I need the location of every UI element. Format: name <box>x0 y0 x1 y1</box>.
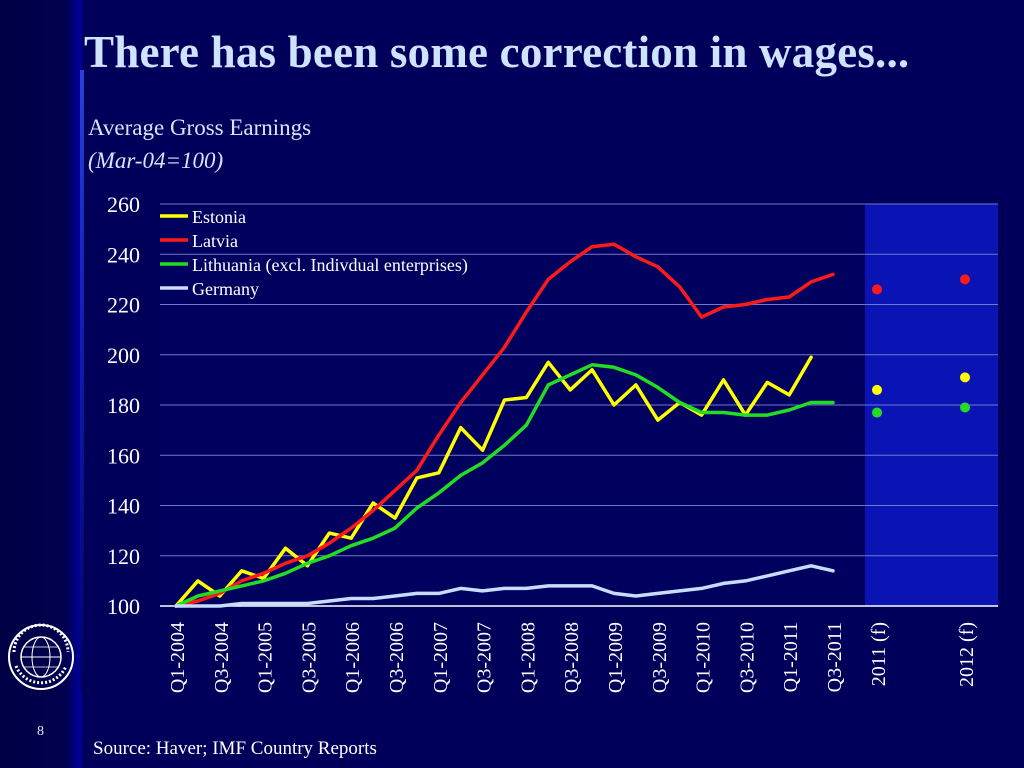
forecast-point <box>960 274 970 285</box>
x-tick-label: Q3-2010 <box>736 622 758 693</box>
y-tick-label: 200 <box>107 343 140 368</box>
y-tick-label: 160 <box>107 443 140 468</box>
x-tick-label: Q1-2004 <box>167 622 189 693</box>
y-tick-label: 100 <box>107 594 140 619</box>
x-tick-label: Q1-2010 <box>693 622 715 693</box>
legend-label: Lithuania (excl. Indivdual enterprises) <box>192 255 468 276</box>
y-tick-label: 220 <box>107 293 140 318</box>
slide-title: There has been some correction in wages.… <box>84 27 910 77</box>
imf-seal-icon <box>8 623 74 690</box>
y-tick-label: 240 <box>107 242 140 267</box>
series-line-3 <box>174 564 835 608</box>
x-tick-label: Q3-2011 <box>824 622 846 692</box>
series-line-2 <box>174 363 835 608</box>
x-tick-label: Q1-2008 <box>517 622 539 693</box>
x-tick-label: 2012 (f) <box>956 622 978 687</box>
y-tick-label: 140 <box>107 494 140 519</box>
forecast-point <box>960 402 970 413</box>
series-line-0 <box>174 355 813 608</box>
forecast-point <box>960 372 970 383</box>
x-tick-label: Q3-2008 <box>561 622 583 693</box>
forecast-point <box>872 384 882 395</box>
x-tick-label: Q3-2004 <box>211 622 233 693</box>
x-tick-label: Q1-2005 <box>255 622 277 693</box>
y-tick-label: 120 <box>107 544 140 569</box>
page-number: 8 <box>37 724 44 739</box>
legend-label: Estonia <box>192 207 246 227</box>
legend-label: Latvia <box>192 231 238 251</box>
x-tick-label: Q1-2006 <box>342 622 364 693</box>
x-tick-label: Q3-2009 <box>649 622 671 693</box>
x-tick-label: Q3-2007 <box>474 622 496 693</box>
source-note: Source: Haver; IMF Country Reports <box>93 738 377 759</box>
x-tick-label: Q1-2007 <box>430 622 452 693</box>
left-edge-glow <box>80 70 84 690</box>
y-tick-label: 260 <box>107 192 140 217</box>
forecast-point <box>872 407 882 418</box>
x-tick-label: Q1-2009 <box>605 622 627 693</box>
forecast-point <box>872 284 882 295</box>
series-line-1 <box>174 242 835 608</box>
x-tick-label: Q3-2006 <box>386 622 408 693</box>
x-tick-label: Q1-2011 <box>780 622 802 692</box>
y-tick-label: 180 <box>107 393 140 418</box>
chart-subtitle: Average Gross Earnings <box>88 115 312 140</box>
x-tick-label: 2011 (f) <box>868 622 890 686</box>
x-tick-label: Q3-2005 <box>298 622 320 693</box>
legend-label: Germany <box>192 279 259 299</box>
chart-subtitle-note: (Mar-04=100) <box>88 148 224 173</box>
